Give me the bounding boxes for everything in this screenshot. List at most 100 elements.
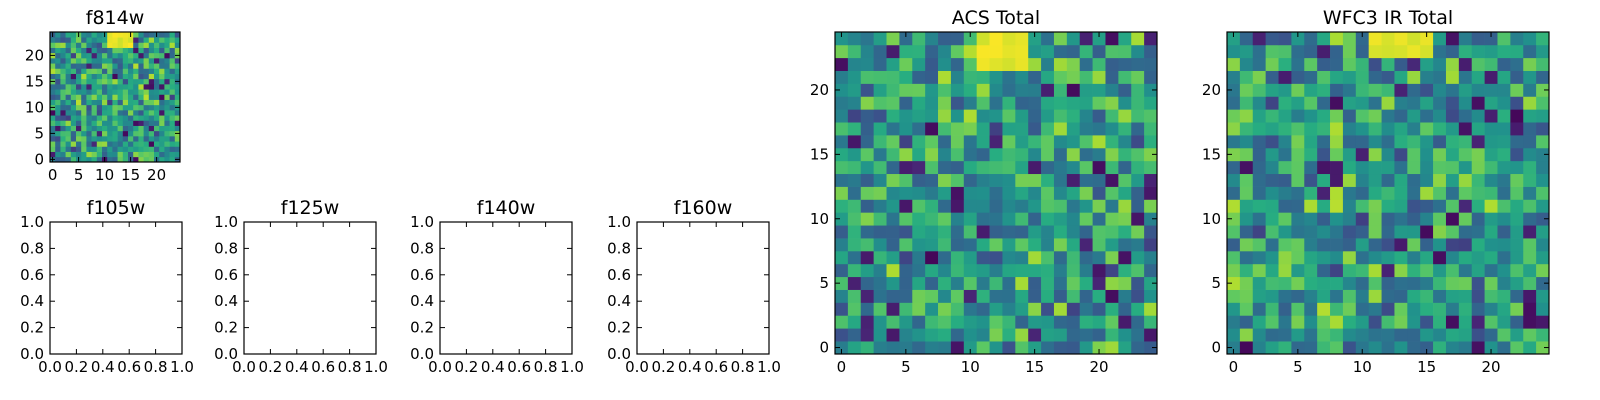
heatmap-cell — [148, 136, 155, 142]
heatmap-cell — [1484, 225, 1498, 239]
heatmap-cell — [1407, 212, 1421, 226]
heatmap-cell — [976, 225, 990, 239]
heatmap-cell — [1291, 32, 1305, 46]
heatmap-cell — [148, 141, 155, 147]
heatmap-cell — [1368, 135, 1382, 149]
heatmap-cell — [133, 63, 139, 69]
heatmap-cell — [912, 147, 926, 162]
heatmap-cell — [1536, 44, 1550, 59]
y-tick-label: 5 — [1211, 274, 1221, 292]
heatmap-cell — [886, 109, 900, 123]
heatmap-cell — [1471, 173, 1485, 187]
heatmap-cell — [1041, 328, 1055, 342]
heatmap-cell — [174, 99, 181, 106]
heatmap-cell — [86, 32, 92, 38]
heatmap-cell — [1079, 263, 1093, 278]
heatmap-cell — [950, 315, 965, 329]
heatmap-cell — [873, 199, 887, 213]
heatmap-cell — [164, 115, 170, 121]
heatmap-cell — [60, 104, 66, 111]
heatmap-cell — [133, 141, 139, 147]
x-tick-label: 15 — [121, 166, 140, 184]
heatmap-cell — [169, 42, 176, 48]
heatmap-cell — [1342, 32, 1357, 46]
heatmap-cell — [50, 146, 56, 152]
heatmap-cell — [1330, 109, 1344, 123]
heatmap-cell — [963, 315, 978, 329]
heatmap-cell — [925, 57, 939, 71]
panel-title-f814w: f814w — [86, 7, 145, 29]
heatmap-cell — [860, 70, 874, 84]
heatmap-cell — [938, 70, 952, 84]
heatmap-cell — [847, 212, 862, 226]
heatmap-cell — [950, 147, 965, 162]
heatmap-cell — [886, 263, 900, 278]
heatmap-cell — [159, 63, 165, 69]
heatmap-cell — [1227, 212, 1241, 226]
heatmap-cell — [1394, 315, 1408, 329]
heatmap-cell — [925, 328, 939, 342]
heatmap-cell — [128, 84, 134, 90]
heatmap-cell — [899, 147, 913, 162]
heatmap-cell — [138, 89, 144, 95]
heatmap-cell — [86, 141, 92, 147]
heatmap-cell — [70, 68, 77, 74]
heatmap-cell — [1484, 315, 1498, 329]
heatmap-cell — [1291, 44, 1305, 59]
heatmap-cell — [128, 104, 134, 111]
heatmap-cell — [1131, 32, 1145, 46]
heatmap-cell — [1523, 109, 1537, 123]
heatmap-cell — [1433, 341, 1447, 355]
heatmap-cell — [938, 135, 952, 149]
heatmap-cell — [1342, 238, 1357, 252]
heatmap-cell — [1227, 147, 1241, 162]
heatmap-cell — [60, 58, 66, 64]
heatmap-cell — [1471, 57, 1485, 71]
heatmap-cell — [1053, 225, 1068, 239]
heatmap-cell — [1510, 109, 1524, 123]
heatmap-cell — [102, 58, 108, 64]
y-tick-label: 0.0 — [607, 345, 631, 363]
x-tick-label: 20 — [1481, 358, 1500, 376]
heatmap-cell — [925, 289, 939, 303]
heatmap-cell — [1092, 32, 1106, 46]
heatmap-cell — [1458, 212, 1473, 226]
heatmap-cell — [950, 96, 965, 110]
heatmap-cell — [60, 99, 66, 106]
heatmap-cell — [133, 120, 139, 126]
heatmap-cell — [81, 63, 87, 69]
heatmap-cell — [989, 57, 1003, 71]
heatmap-cell — [1381, 122, 1395, 136]
heatmap-cell — [91, 84, 98, 90]
heatmap-cell — [1053, 212, 1068, 226]
heatmap-cell — [1053, 96, 1068, 110]
heatmap-cell — [102, 37, 108, 43]
heatmap-cell — [1079, 186, 1093, 200]
y-tick-label: 10 — [25, 98, 44, 116]
heatmap-cell — [1330, 173, 1344, 187]
heatmap-cell — [102, 130, 108, 137]
heatmap-cell — [1041, 160, 1055, 175]
heatmap-cell — [938, 315, 952, 329]
heatmap-cell — [1118, 276, 1132, 290]
heatmap-cell — [169, 32, 176, 38]
heatmap-cell — [143, 99, 150, 106]
heatmap-cell — [169, 78, 176, 85]
heatmap-cell — [50, 42, 56, 48]
heatmap-cell — [1317, 44, 1331, 59]
heatmap-cell — [1015, 276, 1029, 290]
heatmap-cell — [1536, 96, 1550, 110]
heatmap-cell — [70, 84, 77, 90]
heatmap-cell — [86, 78, 92, 85]
heatmap-cell — [133, 37, 139, 43]
heatmap-cell — [1355, 289, 1370, 303]
heatmap-cell — [1484, 32, 1498, 46]
heatmap-cell — [159, 84, 165, 90]
heatmap-cell — [148, 115, 155, 121]
x-tick-label: 0.2 — [454, 358, 478, 376]
heatmap-cell — [1330, 57, 1344, 71]
heatmap-cell — [112, 42, 118, 48]
heatmap-cell — [1066, 328, 1081, 342]
heatmap-cell — [1523, 315, 1537, 329]
y-tick-label: 0.0 — [214, 345, 238, 363]
